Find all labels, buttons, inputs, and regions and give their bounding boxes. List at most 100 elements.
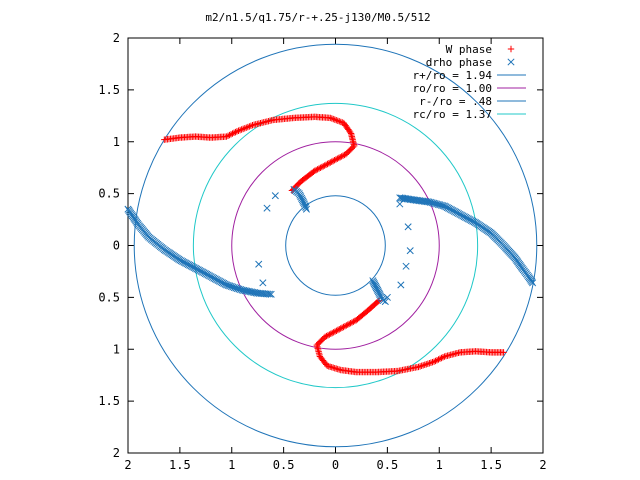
data-point (327, 330, 334, 337)
data-point (346, 128, 354, 136)
data-point (441, 353, 448, 360)
legend-label: rc/ro = 1.37 (413, 108, 492, 121)
data-point (331, 157, 338, 164)
data-point (259, 279, 267, 287)
data-point (315, 165, 323, 172)
y-tick-label: 1 (113, 135, 120, 149)
data-point (321, 333, 329, 340)
data-point (331, 328, 339, 335)
data-point (435, 356, 442, 363)
data-point (317, 164, 324, 171)
data-point (321, 162, 328, 169)
data-point (236, 126, 244, 134)
data-point (379, 296, 387, 305)
data-point (430, 358, 438, 365)
legend-label: W phase (446, 43, 492, 56)
data-point (232, 128, 239, 136)
data-point (423, 361, 430, 368)
data-series (124, 113, 537, 376)
data-point (342, 151, 350, 158)
data-point (324, 332, 332, 339)
data-point (334, 117, 342, 124)
data-point (267, 290, 275, 298)
data-point (333, 327, 340, 334)
circle-r-0-48 (285, 195, 386, 296)
data-point (427, 359, 435, 366)
data-point (350, 318, 357, 325)
data-point (340, 323, 347, 331)
data-point (432, 357, 439, 365)
data-point (335, 154, 343, 162)
data-point (438, 354, 445, 362)
data-point (419, 362, 427, 369)
data-point (347, 320, 354, 327)
data-point (343, 322, 350, 329)
data-point (271, 192, 279, 200)
data-point (224, 132, 232, 140)
data-point (334, 326, 342, 334)
axis-ticks: 2 1.5 1 0.5 0 0.5 1 1.5 221.510.500.511.52 (98, 31, 546, 472)
x-tick-label: 1.5 (480, 458, 502, 472)
data-point (330, 115, 337, 123)
data-point (416, 363, 424, 370)
legend-label: drho phase (426, 56, 492, 69)
data-point (324, 160, 331, 168)
data-point (247, 122, 255, 129)
data-point (421, 361, 428, 369)
data-point (317, 354, 325, 362)
x-tick-label: 2 (124, 458, 131, 472)
data-point (338, 324, 346, 331)
data-point (337, 325, 344, 332)
data-point (402, 262, 410, 270)
data-point (333, 116, 340, 124)
data-point (330, 329, 337, 336)
legend-label: r-/ro = .48 (419, 95, 492, 108)
y-tick-label: 1.5 (98, 83, 120, 97)
circle-r-1-94 (133, 43, 538, 448)
data-point (238, 126, 245, 133)
data-point (227, 131, 235, 138)
data-point (345, 320, 353, 328)
data-point (381, 297, 389, 306)
circle-r-1 (231, 141, 440, 350)
y-tick-label: 1 (113, 342, 120, 356)
data-point (338, 153, 345, 160)
data-point (223, 133, 230, 140)
data-point (332, 156, 340, 163)
data-point (418, 362, 425, 370)
x-tick-label: 2 (539, 458, 546, 472)
data-point (336, 326, 343, 333)
y-tick-label: 2 (113, 31, 120, 45)
data-point (241, 125, 248, 132)
data-point (397, 281, 405, 289)
chart-title: m2/n1.5/q1.75/r-+.25-j130/M0.5/512 (205, 11, 430, 24)
legend-marker (507, 58, 515, 66)
data-point (396, 200, 404, 208)
y-tick-label: 0.5 (98, 187, 120, 201)
data-point (318, 163, 326, 171)
data-point (337, 154, 344, 161)
drho-phase-series (124, 185, 537, 306)
data-point (230, 129, 238, 137)
legend-marker (507, 45, 515, 53)
data-point (336, 118, 343, 125)
data-point (348, 319, 356, 326)
data-point (328, 115, 336, 122)
data-point (406, 247, 414, 255)
data-point (327, 159, 334, 166)
data-point (429, 359, 436, 366)
y-tick-label: 0 (113, 239, 120, 253)
x-tick-label: 1 (436, 458, 443, 472)
data-point (322, 161, 330, 168)
data-point (334, 155, 341, 162)
data-point (344, 321, 351, 328)
data-point (314, 166, 321, 173)
data-point (243, 124, 250, 131)
data-point (439, 354, 447, 361)
data-point (325, 160, 333, 167)
data-point (229, 130, 236, 137)
data-point (328, 329, 336, 337)
data-point (341, 151, 348, 159)
